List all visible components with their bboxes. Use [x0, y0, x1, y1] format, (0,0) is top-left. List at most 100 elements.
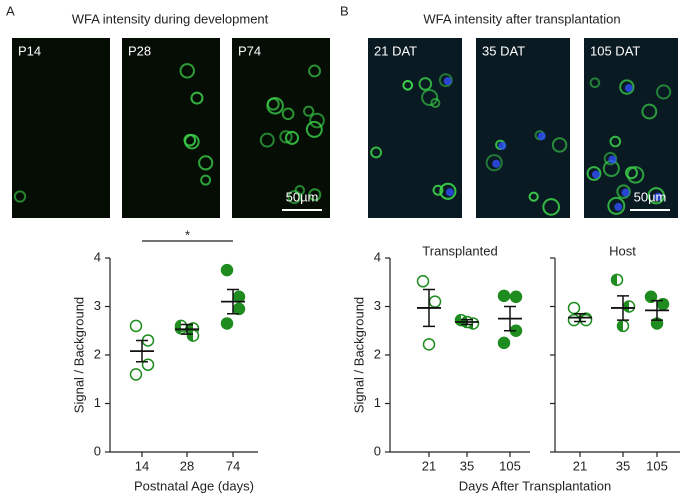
image-background	[232, 38, 330, 218]
scale-bar-label: 50µm	[634, 189, 667, 204]
cell	[179, 63, 195, 79]
y-tick-label: 0	[374, 443, 381, 458]
data-point	[129, 319, 143, 333]
cell	[542, 198, 561, 216]
nucleus	[492, 159, 501, 168]
panel-letter: A	[6, 3, 15, 18]
nucleus	[537, 132, 546, 141]
y-tick-label: 4	[374, 249, 381, 264]
nucleus	[654, 192, 663, 201]
cell	[625, 166, 638, 180]
x-tick-label: 105	[499, 458, 521, 473]
y-axis-label: Signal / Background	[71, 297, 86, 413]
nucleus	[624, 84, 633, 93]
data-point	[616, 319, 630, 333]
y-tick-label: 3	[94, 298, 101, 313]
cell	[589, 77, 601, 89]
point-outline	[567, 313, 581, 327]
cell	[200, 174, 212, 186]
cell	[647, 187, 665, 205]
cell	[309, 112, 325, 129]
data-point	[509, 290, 523, 304]
point-outline	[497, 336, 511, 350]
cell	[485, 154, 503, 172]
cell	[439, 182, 457, 200]
cell	[13, 190, 27, 203]
cell	[421, 88, 439, 107]
micrograph: 21 DAT	[368, 38, 462, 218]
y-tick-label: 1	[94, 395, 101, 410]
data-point	[232, 290, 246, 304]
panel-title: WFA intensity during development	[72, 11, 269, 26]
cell	[284, 130, 300, 145]
cell	[266, 97, 280, 111]
y-tick-label: 0	[94, 443, 101, 458]
nucleus	[445, 188, 454, 197]
cell	[281, 107, 295, 121]
image-label: P74	[238, 43, 261, 58]
point-outline	[497, 289, 511, 303]
y-axis-label: Signal / Background	[351, 297, 366, 413]
data-point	[644, 290, 658, 304]
point-outline	[422, 338, 436, 351]
data-point	[186, 329, 200, 342]
point-outline	[220, 317, 234, 330]
data-point	[497, 289, 511, 303]
image-background	[12, 38, 110, 218]
point-outline	[428, 295, 442, 308]
data-point	[567, 313, 581, 327]
image-label: 105 DAT	[590, 43, 640, 58]
x-tick-label: 28	[180, 458, 194, 473]
x-tick-label: 105	[646, 458, 668, 473]
y-tick-label: 2	[94, 346, 101, 361]
cell	[308, 188, 322, 202]
point-half	[611, 274, 617, 286]
panel-title: WFA intensity after transplantation	[423, 11, 620, 26]
image-label: 35 DAT	[482, 43, 525, 58]
cell	[607, 196, 626, 215]
x-axis-label: Postnatal Age (days)	[134, 478, 254, 493]
cell	[432, 184, 444, 196]
data-point	[622, 300, 636, 313]
point-outline	[129, 368, 143, 381]
data-point	[220, 263, 234, 277]
cell	[438, 73, 453, 88]
data-point	[497, 336, 511, 350]
cell	[626, 166, 645, 184]
point-outline	[220, 263, 234, 277]
data-point	[579, 313, 593, 327]
data-point	[428, 295, 442, 308]
cell	[259, 132, 275, 148]
nucleus	[498, 141, 507, 150]
image-background	[584, 38, 678, 218]
x-tick-label: 21	[573, 458, 587, 473]
data-point	[220, 317, 234, 330]
point-outline	[129, 319, 143, 333]
image-label: 21 DAT	[374, 43, 417, 58]
cell	[586, 166, 602, 181]
cell	[287, 189, 302, 205]
panel-letter: B	[340, 3, 349, 18]
cell	[430, 97, 441, 108]
cell	[551, 137, 568, 153]
data-point	[416, 275, 430, 288]
cell	[370, 146, 383, 159]
x-tick-label: 35	[616, 458, 630, 473]
chart-title: Host	[609, 243, 636, 258]
cell	[619, 79, 635, 95]
nucleus	[591, 170, 600, 179]
x-axis-label: Days After Transplantation	[459, 478, 611, 493]
cell	[418, 77, 433, 91]
data-point	[232, 302, 246, 316]
point-half	[187, 330, 193, 342]
cell	[184, 133, 200, 150]
image-background	[122, 38, 220, 218]
point-half	[623, 301, 629, 312]
point-outline	[232, 302, 246, 316]
data-point	[129, 368, 143, 381]
cell	[402, 79, 414, 91]
point-outline	[416, 275, 430, 288]
image-label: P14	[18, 43, 41, 58]
nucleus	[614, 202, 623, 211]
cell	[616, 184, 631, 199]
